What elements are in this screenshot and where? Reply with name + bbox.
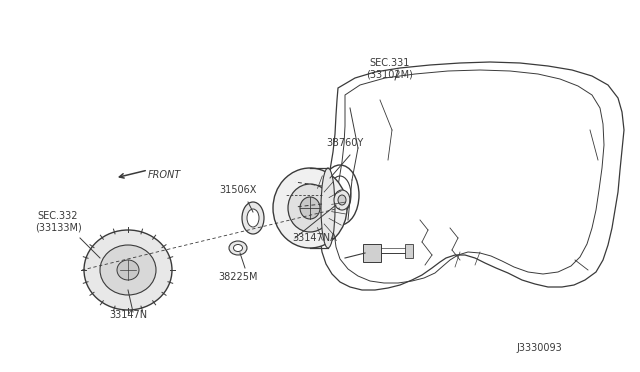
Ellipse shape: [321, 168, 335, 248]
Text: 33147NA: 33147NA: [292, 233, 337, 243]
FancyBboxPatch shape: [405, 244, 413, 258]
Text: 33147N: 33147N: [109, 310, 147, 320]
Ellipse shape: [234, 244, 243, 251]
Text: J3330093: J3330093: [516, 343, 562, 353]
Ellipse shape: [229, 241, 247, 255]
Text: 38225M: 38225M: [218, 272, 258, 282]
Text: FRONT: FRONT: [148, 170, 181, 180]
FancyBboxPatch shape: [363, 244, 381, 262]
Ellipse shape: [100, 245, 156, 295]
Text: SEC.331
(33102M): SEC.331 (33102M): [367, 58, 413, 80]
Ellipse shape: [242, 202, 264, 234]
Text: SEC.332
(33133M): SEC.332 (33133M): [35, 211, 81, 233]
Ellipse shape: [117, 260, 139, 280]
Ellipse shape: [338, 195, 346, 205]
Ellipse shape: [84, 230, 172, 310]
Ellipse shape: [288, 184, 332, 232]
Text: 31506X: 31506X: [220, 185, 257, 195]
Ellipse shape: [273, 168, 347, 248]
Ellipse shape: [300, 197, 320, 219]
Text: 3B760Y: 3B760Y: [326, 138, 364, 148]
Ellipse shape: [334, 190, 350, 210]
Ellipse shape: [247, 209, 259, 227]
